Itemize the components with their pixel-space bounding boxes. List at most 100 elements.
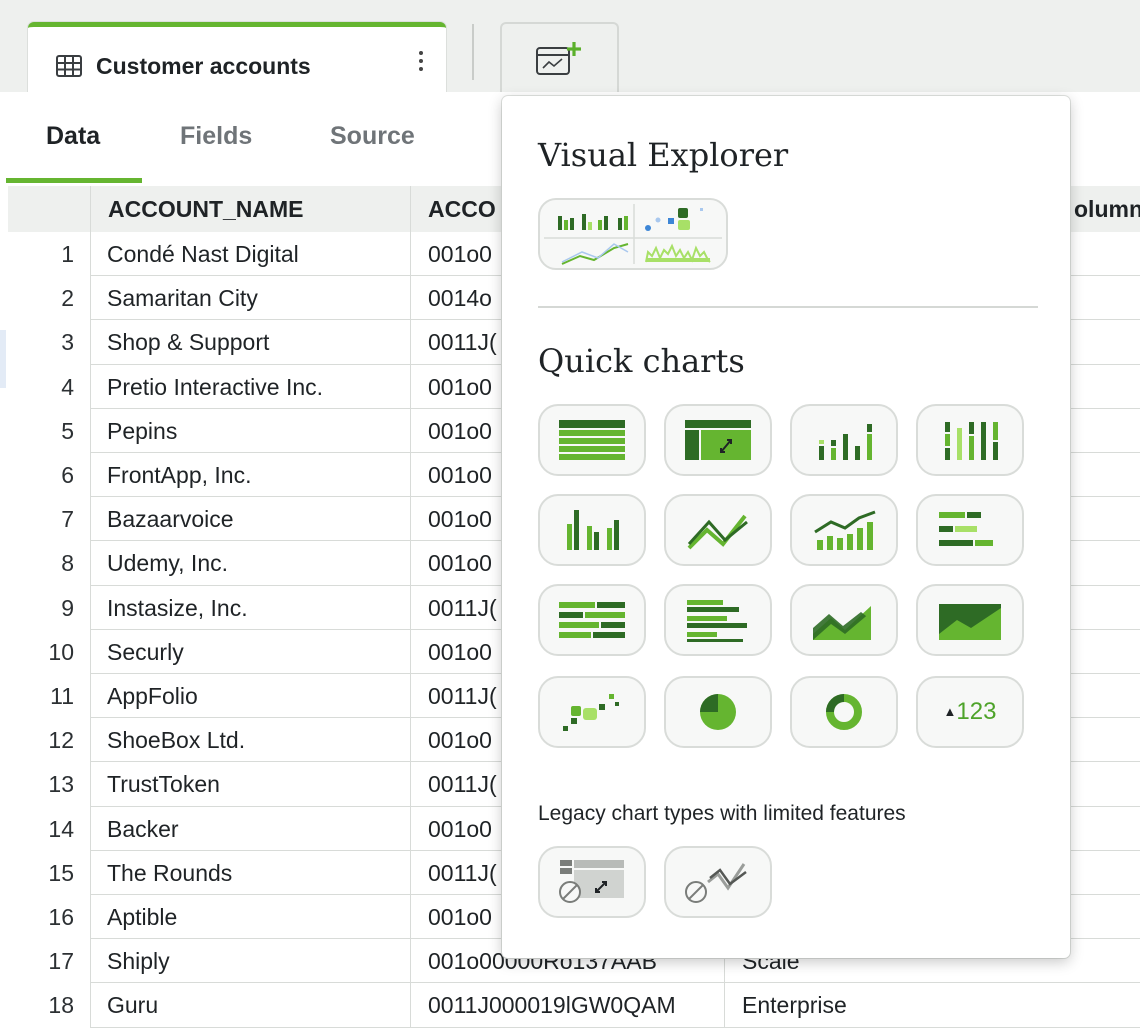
column-header-account-name[interactable]: ACCOUNT_NAME [108,196,304,222]
legacy-chart-line[interactable] [664,846,772,918]
add-chart-icon [536,42,581,75]
quick-chart-grouped-horizontal-bar[interactable] [664,584,772,656]
cell-account-id[interactable]: 0011J000019lGW0QAM [428,992,676,1019]
row-number[interactable]: 11 [50,683,74,709]
cell-account-id[interactable]: 001o0 [428,550,492,577]
quick-chart-kpi[interactable]: ▲123 [916,676,1024,748]
row-number[interactable]: 1 [61,241,74,267]
row-divider [90,982,1140,984]
cell-account-name[interactable]: AppFolio [107,683,198,709]
row-number[interactable]: 12 [48,727,74,754]
tab-source[interactable]: Source [330,122,415,150]
tab-divider [472,24,474,80]
visual-explorer-title: Visual Explorer [538,136,789,174]
cell-account-name[interactable]: Shop & Support [107,329,270,356]
legacy-charts-label: Legacy chart types with limited features [538,802,906,825]
row-number[interactable]: 8 [61,550,74,577]
donut-chart-icon [826,694,862,730]
cell-account-name[interactable]: Bazaarvoice [107,506,234,533]
cell-account-id[interactable]: 001o0 [428,904,492,930]
side-accent [0,330,6,388]
quick-chart-table[interactable] [538,404,646,476]
cell-account-id[interactable]: 001o0 [428,727,492,754]
column-divider [90,186,91,1028]
cell-account-name[interactable]: TrustToken [107,771,220,798]
tab-fields[interactable]: Fields [180,122,253,150]
cell-account-name[interactable]: Condé Nast Digital [107,241,299,267]
tab-customer-accounts[interactable]: Customer accounts [28,22,446,94]
active-tab-indicator [6,178,142,183]
cell-account-name[interactable]: Instasize, Inc. [107,594,248,621]
row-number[interactable]: 6 [61,462,74,488]
cell-account-id[interactable]: 0014o [428,285,492,312]
quick-chart-pie[interactable] [664,676,772,748]
cell-account-name[interactable]: Shiply [107,948,170,975]
quick-chart-pivot-table[interactable] [664,404,772,476]
cell-account-id[interactable]: 0011J( [428,859,497,886]
cell-account-id[interactable]: 001o0 [428,815,492,842]
quick-chart-line[interactable] [664,494,772,566]
cell-account-id[interactable]: 0011J( [428,683,497,709]
legacy-line-chart-icon [685,863,747,903]
row-number[interactable]: 5 [61,417,74,444]
pivot-table-icon [685,420,751,460]
cell-account-id[interactable]: 0011J( [428,771,497,798]
add-chart-button[interactable] [500,22,619,96]
cell-account-type[interactable]: Enterprise [742,992,847,1019]
column-header-extra[interactable]: olumn_ [1074,196,1140,222]
quick-chart-line-bar-combo[interactable] [790,494,898,566]
tab-data[interactable]: Data [46,122,101,150]
row-number[interactable]: 7 [61,506,74,533]
row-number[interactable]: 3 [61,329,74,356]
quick-chart-grouped-bar[interactable] [916,404,1024,476]
legacy-chart-pivot-table[interactable] [538,846,646,918]
cell-account-name[interactable]: Securly [107,638,184,665]
cell-account-name[interactable]: The Rounds [107,859,233,886]
cell-account-id[interactable]: 001o0 [428,417,492,444]
cell-account-name[interactable]: Udemy, Inc. [107,550,228,577]
kebab-icon[interactable] [412,47,430,77]
cell-account-id[interactable]: 0011J( [428,594,497,621]
row-number[interactable]: 16 [48,904,74,930]
row-number[interactable]: 15 [48,859,74,886]
kpi-icon: ▲123 [943,698,997,725]
quick-chart-donut[interactable] [790,676,898,748]
grouped-horizontal-bar-icon [687,600,747,642]
quick-chart-stacked-horizontal-bar[interactable] [538,584,646,656]
row-number[interactable]: 17 [48,948,74,975]
row-number[interactable]: 18 [48,992,74,1019]
line-bar-combo-icon [814,510,876,550]
cell-account-name[interactable]: Pepins [107,417,178,444]
column-header-account-id[interactable]: ACCO [428,196,496,222]
table-chart-icon [559,420,625,460]
cell-account-name[interactable]: FrontApp, Inc. [107,462,252,488]
cell-account-id[interactable]: 001o0 [428,462,492,488]
quick-chart-area[interactable] [790,584,898,656]
cell-account-id[interactable]: 001o0 [428,241,492,267]
cell-account-name[interactable]: Samaritan City [107,285,258,312]
quick-chart-bar[interactable] [790,404,898,476]
visual-explorer-icon [544,204,722,265]
column-divider [410,186,411,1028]
row-number[interactable]: 2 [61,285,74,312]
row-number[interactable]: 13 [48,771,74,798]
cell-account-id[interactable]: 001o0 [428,638,492,665]
quick-chart-horizontal-bar[interactable] [916,494,1024,566]
row-number[interactable]: 9 [61,594,74,621]
cell-account-name[interactable]: Guru [107,992,159,1019]
cell-account-name[interactable]: Aptible [107,904,178,930]
cell-account-name[interactable]: Backer [107,815,179,842]
quick-chart-scatter[interactable] [538,676,646,748]
cell-account-id[interactable]: 001o0 [428,373,492,400]
cell-account-id[interactable]: 001o0 [428,506,492,533]
visual-explorer-button[interactable] [538,198,728,270]
row-number[interactable]: 4 [61,373,74,400]
cell-account-name[interactable]: Pretio Interactive Inc. [107,373,324,400]
cell-account-id[interactable]: 0011J( [428,329,497,356]
quick-chart-column[interactable] [538,494,646,566]
quick-chart-stacked-area[interactable] [916,584,1024,656]
row-number[interactable]: 14 [48,815,74,842]
cell-account-name[interactable]: ShoeBox Ltd. [107,727,246,754]
row-number[interactable]: 10 [48,638,74,665]
pie-chart-icon [700,694,736,730]
